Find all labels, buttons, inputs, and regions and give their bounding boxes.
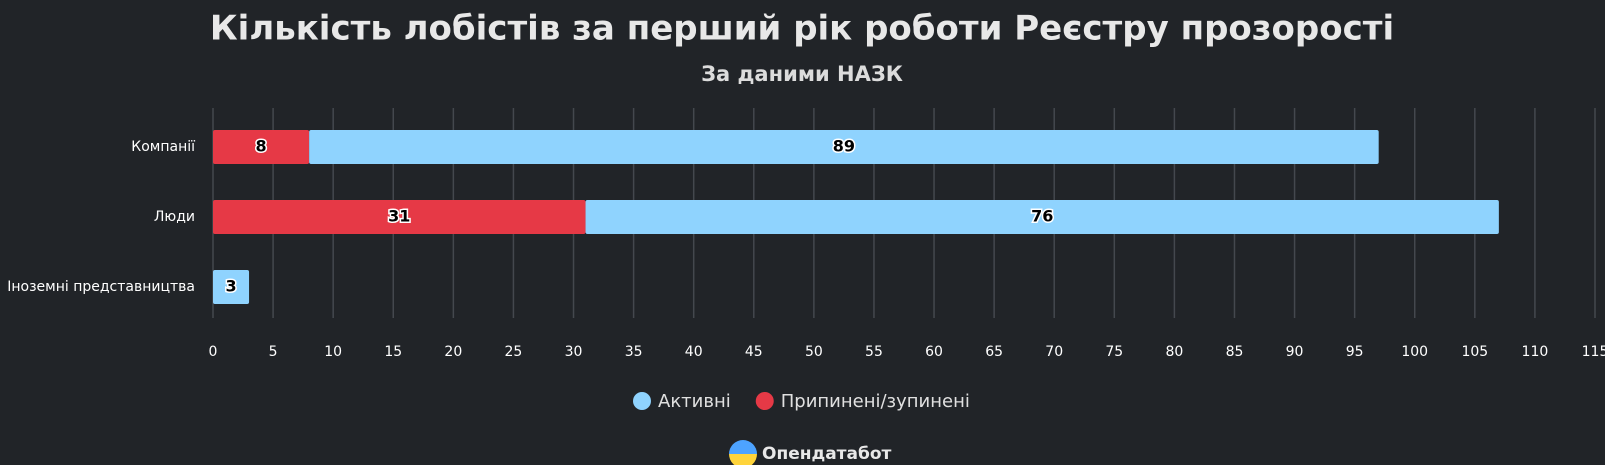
footer-logo — [729, 440, 757, 465]
y-tick-label: Люди — [154, 209, 195, 225]
x-tick-label: 15 — [384, 344, 402, 360]
x-tick-label: 115 — [1582, 344, 1605, 360]
x-tick-label: 105 — [1461, 344, 1488, 360]
data-label: 31 — [388, 207, 410, 226]
x-tick-label: 90 — [1286, 344, 1304, 360]
chart-subtitle: За даними НАЗК — [701, 62, 903, 86]
x-tick-label: 65 — [985, 344, 1003, 360]
x-tick-label: 10 — [324, 344, 342, 360]
data-label: 8 — [255, 137, 266, 156]
x-tick-label: 5 — [269, 344, 278, 360]
x-tick-label: 25 — [505, 344, 523, 360]
x-tick-label: 95 — [1346, 344, 1364, 360]
bar — [213, 270, 250, 304]
bar — [309, 130, 1379, 164]
x-tick-label: 70 — [1045, 344, 1063, 360]
x-tick-label: 100 — [1401, 344, 1428, 360]
data-label: 89 — [833, 137, 855, 156]
footer: Опендатабот — [762, 444, 892, 464]
x-tick-label: 110 — [1522, 344, 1549, 360]
x-tick-label: 0 — [209, 344, 218, 360]
legend-label: Активні — [658, 391, 731, 412]
bar — [213, 200, 586, 234]
y-tick-label: Іноземні представництва — [7, 279, 195, 295]
x-tick-label: 35 — [625, 344, 643, 360]
x-tick-label: 50 — [805, 344, 823, 360]
x-tick-label: 20 — [444, 344, 462, 360]
legend-marker — [755, 392, 774, 410]
data-label: 3 — [225, 277, 236, 296]
chart-title: Кількість лобістів за перший рік роботи … — [210, 9, 1394, 49]
x-tick-label: 30 — [565, 344, 583, 360]
x-tick-label: 45 — [745, 344, 763, 360]
x-tick-label: 40 — [685, 344, 703, 360]
x-tick-label: 75 — [1105, 344, 1123, 360]
x-tick-label: 85 — [1226, 344, 1244, 360]
bar — [213, 130, 310, 164]
y-tick-label: Компанії — [131, 139, 195, 155]
data-label: 76 — [1031, 207, 1053, 226]
legend-label: Припинені/зупинені — [781, 391, 970, 412]
legend-marker — [633, 392, 651, 410]
bar — [585, 200, 1499, 234]
x-tick-label: 80 — [1165, 344, 1183, 360]
x-tick-label: 55 — [865, 344, 883, 360]
x-tick-label: 60 — [925, 344, 943, 360]
